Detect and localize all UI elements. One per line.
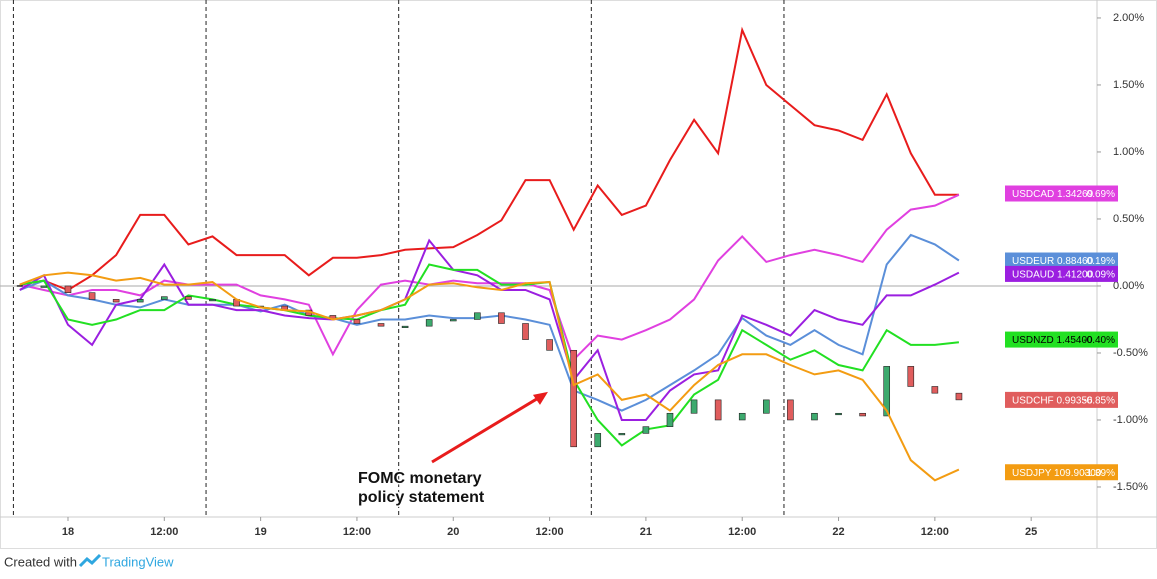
candle <box>353 319 361 324</box>
y-tick-label: 1.00% <box>1113 146 1144 158</box>
series-line <box>19 26 959 292</box>
candle <box>570 349 577 448</box>
end-label-box <box>1005 185 1118 202</box>
candle <box>474 312 481 320</box>
end-value-label: -0.85% <box>1083 396 1115 407</box>
legend-entry: USDCAD 1.34269 <box>1012 189 1094 200</box>
y-tick-label: -0.50% <box>1113 347 1148 359</box>
candle <box>522 323 529 340</box>
legend-entry: USDAUD 1.41200 <box>1012 270 1094 281</box>
x-tick-label: 12:00 <box>150 526 178 538</box>
legend-entry: USDNZD 1.45400 <box>1012 335 1093 346</box>
y-tick-label: 0.00% <box>1113 280 1144 292</box>
legend-entry: USDCHF 0.99356 <box>1012 396 1093 407</box>
legend-entry: USDJPY 109.90300 <box>1012 468 1102 479</box>
y-tick-label: 0.50% <box>1113 213 1144 225</box>
plot-area: -1.50% -1.00% -0.50% 0.00% 0.50% 1.00% 1.50% 2.… <box>0 0 1148 538</box>
x-tick-label: 25 <box>1025 526 1037 538</box>
end-label-box <box>1005 464 1118 481</box>
candle <box>907 366 915 387</box>
candle <box>88 292 96 300</box>
y-tick-label: 1.50% <box>1113 79 1144 91</box>
candle <box>642 426 650 434</box>
candle <box>449 319 457 322</box>
candle <box>594 433 602 448</box>
x-tick-label: 19 <box>254 526 266 538</box>
candle <box>425 319 433 327</box>
y-tick-label: -1.50% <box>1113 481 1148 493</box>
end-value-label: 0.19% <box>1087 256 1115 267</box>
x-tick-label: 12:00 <box>343 526 371 538</box>
annotation-arrow <box>431 394 543 464</box>
candle <box>136 299 144 303</box>
x-tick-label: 20 <box>447 526 459 538</box>
logo <box>78 553 102 568</box>
candle <box>835 412 842 416</box>
candle <box>40 285 48 288</box>
annotation-text: FOMC monetary <box>358 470 482 487</box>
candle <box>811 412 818 421</box>
candle <box>931 386 939 394</box>
candle <box>64 285 72 293</box>
candle <box>690 399 698 414</box>
end-value-label: 0.69% <box>1087 189 1115 200</box>
series-line <box>19 263 960 447</box>
end-label-box <box>1005 391 1118 408</box>
chart-frame <box>0 0 1157 549</box>
end-value-label: -1.39% <box>1083 468 1115 479</box>
end-label-box <box>1005 252 1118 269</box>
candle <box>883 366 891 417</box>
x-tick-label: 12:00 <box>536 526 564 538</box>
candle <box>498 312 505 324</box>
x-tick-label: 12:00 <box>921 526 949 538</box>
annotation-arrowhead <box>532 391 548 405</box>
annotation-text: policy statement <box>358 489 485 506</box>
footer: Created with TradingView <box>4 553 174 569</box>
candle <box>401 325 409 328</box>
footer-prefix: Created with <box>4 554 77 569</box>
x-tick-label: 18 <box>62 526 74 538</box>
legend-entry: USDEUR 0.88460 <box>1012 256 1094 267</box>
y-tick-label: -1.00% <box>1113 414 1148 426</box>
x-tick-label: 21 <box>640 526 652 538</box>
candle <box>666 412 674 427</box>
y-tick-label: 2.00% <box>1113 12 1144 24</box>
end-label-box <box>1005 331 1118 348</box>
candle <box>546 339 553 351</box>
candle <box>738 412 746 421</box>
candle <box>955 392 963 401</box>
candle <box>209 299 216 302</box>
candle <box>112 299 120 303</box>
candle <box>618 433 626 436</box>
candle <box>377 323 385 327</box>
footer-brand[interactable]: TradingView <box>102 554 174 569</box>
series-line <box>19 271 960 482</box>
end-value-label: -0.40% <box>1083 335 1115 346</box>
candle <box>714 399 722 421</box>
end-value-label: 0.09% <box>1087 270 1115 281</box>
end-label-box <box>1005 265 1118 282</box>
x-tick-label: 12:00 <box>728 526 756 538</box>
candle <box>185 296 192 300</box>
candle <box>787 399 794 421</box>
candle <box>763 399 770 414</box>
candle <box>161 296 168 300</box>
candle <box>859 412 866 417</box>
x-tick-label: 22 <box>832 526 844 538</box>
